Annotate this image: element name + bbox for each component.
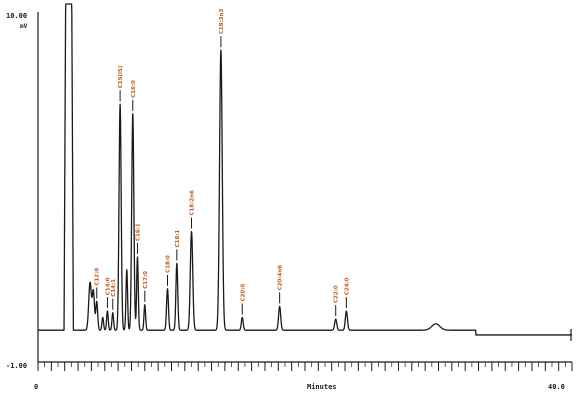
peak-label: C16:1 <box>135 223 141 241</box>
x-axis-ticks <box>37 362 573 371</box>
peak-label: C14:0 <box>105 277 111 295</box>
y-axis-label: mV <box>20 23 28 30</box>
x-tick-label-start: 0 <box>34 383 38 391</box>
peak-label: C14:1 <box>111 279 117 297</box>
peak-labels: C12:0 C14:0 C14:1 C15(IS) C16:0 C16:1 C17:0 C18… <box>95 9 350 317</box>
trace-group <box>37 3 573 341</box>
peak-label: C20:4n6 <box>278 265 284 291</box>
peak-label: C20:0 <box>240 284 246 302</box>
peak-label: C16:0 <box>131 80 137 98</box>
peak-label: C12:0 <box>95 268 101 286</box>
peak-label: C18:3n3 <box>219 9 225 35</box>
x-tick-label-end: 40.0 <box>548 383 565 391</box>
peak-label: C22:0 <box>334 285 340 303</box>
y-tick-label-top: 10.00 <box>6 12 27 20</box>
peak-label: C18:0 <box>165 255 171 273</box>
peak-label: C24:0 <box>344 277 350 295</box>
peak-label: C17:0 <box>143 271 149 289</box>
y-tick-label-bottom: -1.00 <box>6 362 27 370</box>
peak-label: C15(IS) <box>118 65 124 88</box>
peak-label: C18:2n6 <box>190 190 196 216</box>
peak-label: C18:1 <box>175 229 181 247</box>
x-axis-label: Minutes <box>307 383 337 391</box>
chromatogram-trace <box>37 3 573 336</box>
